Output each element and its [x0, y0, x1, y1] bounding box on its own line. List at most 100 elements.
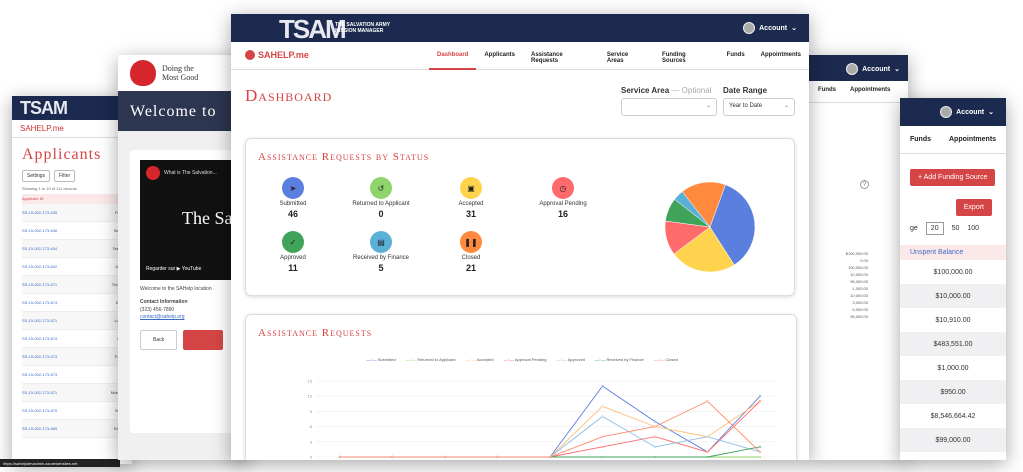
settings-button[interactable]: Settings [22, 170, 51, 182]
table-row[interactable]: SS-15-002-173-671 Mome [22, 384, 122, 402]
applicant-id-link[interactable]: SS-15-002-173-636 [22, 228, 58, 233]
table-row[interactable]: SS-15-002-173-674Fri [22, 330, 122, 348]
nav-appointments[interactable]: Appointments [949, 136, 997, 143]
legend-item[interactable]: —○— Accepted [466, 357, 494, 362]
table-row[interactable]: SS-15-002-173-671 Thurs [22, 276, 122, 294]
applicant-id-header[interactable]: Applicant ID [22, 194, 122, 204]
data-point[interactable] [758, 400, 762, 403]
data-point[interactable] [653, 425, 657, 428]
page-size-50[interactable]: 50 [951, 225, 960, 232]
applicant-id-link[interactable]: SS-15-002-173-671 [22, 318, 58, 323]
data-point[interactable] [496, 455, 499, 459]
nav-funding-sources[interactable]: Funding Sources [662, 52, 686, 64]
status-approval-pending[interactable]: ◷ Approval Pending 16 [518, 177, 608, 219]
legend-item[interactable]: —○— Approval Pending [504, 357, 547, 362]
table-row[interactable]: SS-15-002-173-634 Teste [22, 240, 122, 258]
table-row[interactable]: SS-15-002-173-632Asif [22, 258, 122, 276]
data-point[interactable] [653, 445, 657, 449]
applicant-id-link[interactable]: SS-15-002-173-632 [22, 264, 58, 269]
status-accepted[interactable]: ▣ Accepted 31 [426, 177, 516, 219]
add-funding-source-button[interactable]: + Add Funding Source [910, 169, 996, 186]
table-row[interactable]: SS-15-002-173-635Frid [22, 204, 122, 222]
table-row[interactable]: SS-15-002-173-673Hi [22, 366, 122, 384]
applicant-id-link[interactable]: SS-15-002-173-669 [22, 426, 58, 431]
data-point[interactable] [443, 455, 447, 459]
legend-item[interactable]: —○— Received by Finance [595, 357, 644, 362]
table-row[interactable]: SS-15-002-173-636 Sept [22, 222, 122, 240]
data-point[interactable] [758, 395, 762, 398]
applicant-id-link[interactable]: SS-15-002-173-673 [22, 372, 58, 377]
applicant-id-link[interactable]: SS-15-002-173-671 [22, 390, 58, 395]
data-point[interactable] [601, 384, 604, 388]
youtube-link[interactable]: Regarder sur ▶ YouTube [146, 266, 202, 272]
data-point[interactable] [758, 455, 762, 459]
nav-dashboard[interactable]: Dashboard [429, 42, 477, 70]
applicant-id-link[interactable]: SS-15-002-173-670 [22, 408, 58, 413]
data-point[interactable] [758, 450, 762, 454]
table-row[interactable]: SS-15-002-173-673Thrs [22, 348, 122, 366]
sahelp-logo[interactable]: SAHELP.me [245, 50, 309, 60]
applicant-id-link[interactable]: SS-15-002-173-674 [22, 300, 58, 305]
data-point[interactable] [601, 455, 604, 459]
nav-service-areas[interactable]: Service Areas [606, 52, 629, 64]
nav-funds[interactable]: Funds [910, 136, 931, 143]
account-menu[interactable]: Account ⌄ [743, 22, 797, 34]
export-button[interactable]: Export [955, 199, 992, 216]
nav-applicants[interactable]: Applicants [484, 52, 516, 58]
legend-item[interactable]: —○— Returned to Applicant [406, 357, 456, 362]
status-approved[interactable]: ✓ Approved 11 [248, 231, 338, 273]
data-point[interactable] [391, 455, 394, 459]
data-point[interactable] [653, 455, 657, 459]
applicant-id-link[interactable]: SS-15-002-173-673 [22, 354, 58, 359]
status-closed[interactable]: ❚❚ Closed 21 [426, 231, 516, 273]
pie-slice[interactable] [673, 226, 735, 273]
back-button[interactable]: Back [140, 330, 178, 350]
contact-email[interactable]: contact@sahelp.org [140, 314, 185, 320]
applicant-id-link[interactable]: SS-15-002-173-635 [22, 210, 58, 215]
data-point[interactable] [706, 455, 709, 459]
nav-funds[interactable]: Funds [726, 52, 745, 58]
data-point[interactable] [706, 450, 709, 454]
table-row[interactable]: SS-15-002-173-670Sep [22, 402, 122, 420]
account-menu-right[interactable]: Account ⌄ [940, 106, 994, 118]
applicant-id-link[interactable]: SS-15-002-173-634 [22, 246, 58, 251]
data-point[interactable] [706, 400, 709, 403]
status-received-by-finance[interactable]: ▤ Received by Finance 5 [336, 231, 426, 273]
status-submitted[interactable]: ➤ Submitted 46 [248, 177, 338, 219]
data-point[interactable] [601, 445, 604, 449]
applicant-id-link[interactable]: SS-15-002-173-671 [22, 282, 58, 287]
data-point[interactable] [601, 405, 604, 408]
pie-slice[interactable] [681, 181, 726, 228]
data-point[interactable] [338, 455, 342, 459]
table-row[interactable]: SS-15-002-173-674Det [22, 294, 122, 312]
data-point[interactable] [601, 415, 604, 418]
account-menu-back[interactable]: Account ⌄ [846, 63, 900, 75]
help-icon[interactable]: ? [860, 180, 869, 189]
legend-item[interactable]: —○— Approved [556, 357, 584, 362]
filter-button[interactable]: Filter [54, 170, 76, 182]
legend-item[interactable]: —○— Submitted [366, 357, 396, 362]
data-point[interactable] [758, 445, 762, 449]
data-point[interactable] [653, 435, 657, 438]
table-row[interactable]: SS-15-002-173-671Lulu [22, 312, 122, 330]
left-brand[interactable]: SAHELP.me [12, 120, 132, 138]
legend-item[interactable]: —○— Closed [654, 357, 678, 362]
nav-appointments[interactable]: Appointments [760, 52, 801, 58]
page-size-20[interactable]: 20 [925, 222, 944, 235]
pie-slice[interactable] [709, 184, 756, 266]
service-area-select[interactable]: ⌄ [621, 98, 717, 116]
date-range-select[interactable]: Year to Date ⌄ [723, 98, 795, 116]
data-point[interactable] [653, 420, 657, 423]
data-point[interactable] [548, 455, 552, 459]
nav-funds[interactable]: Funds [818, 87, 836, 93]
unspent-balance-header[interactable]: Unspent Balance [900, 245, 1006, 260]
nav-appointments[interactable]: Appointments [850, 87, 891, 93]
table-row[interactable]: SS-15-002-173-669 Elon [22, 420, 122, 438]
data-point[interactable] [601, 435, 604, 438]
video-player[interactable]: What is The Salvation... The Sa Regarder… [140, 160, 238, 280]
data-point[interactable] [706, 435, 709, 438]
nav-assistance-requests[interactable]: Assistance Requests [531, 52, 563, 64]
applicant-id-link[interactable]: SS-15-002-173-674 [22, 336, 58, 341]
page-size-100[interactable]: 100 [967, 225, 980, 232]
next-button[interactable] [183, 330, 224, 350]
